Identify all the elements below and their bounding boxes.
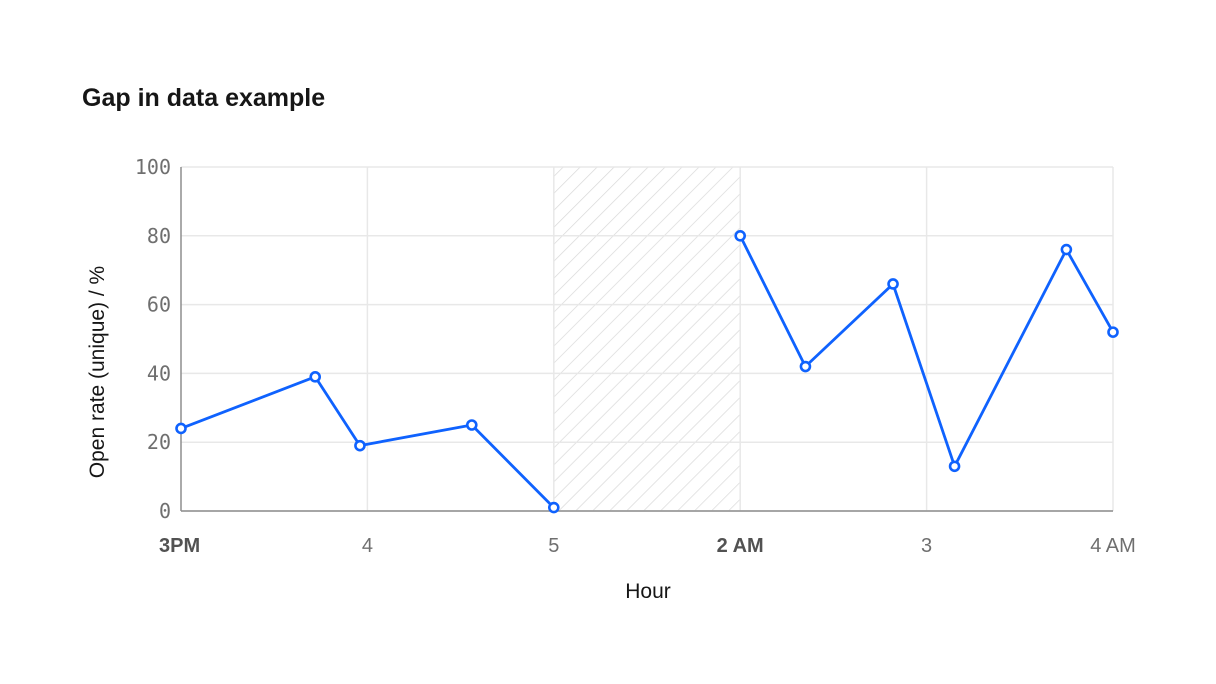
series-line-segment <box>738 235 1115 468</box>
y-tick-label: 40 <box>147 361 171 385</box>
y-axis-label: Open rate (unique) / % <box>86 266 109 478</box>
y-tick-label: 60 <box>147 293 171 317</box>
chart-title: Gap in data example <box>82 84 326 112</box>
x-tick-label: 3PM <box>159 535 200 557</box>
data-point[interactable] <box>309 371 322 383</box>
data-point[interactable] <box>175 422 187 435</box>
x-axis-label: Hour <box>625 580 671 603</box>
data-point[interactable] <box>799 360 812 373</box>
y-tick-label: 100 <box>135 155 171 179</box>
data-point[interactable] <box>354 439 366 452</box>
x-tick-label: 2 AM <box>717 535 764 557</box>
y-tick-label: 0 <box>159 499 171 523</box>
data-point[interactable] <box>948 460 961 473</box>
data-point[interactable] <box>465 419 478 431</box>
x-tick-label: 4 AM <box>1090 535 1136 557</box>
x-tick-label: 3 <box>921 535 932 557</box>
x-tick-label: 4 <box>362 535 373 557</box>
data-point[interactable] <box>1060 243 1073 256</box>
data-gap-region <box>553 167 741 511</box>
data-point[interactable] <box>734 230 747 242</box>
data-point[interactable] <box>887 278 899 290</box>
x-tick-label: 5 <box>548 535 559 557</box>
data-point[interactable] <box>547 501 560 514</box>
data-point[interactable] <box>1107 326 1119 338</box>
y-tick-label: 20 <box>147 430 171 454</box>
y-tick-label: 80 <box>147 224 171 248</box>
